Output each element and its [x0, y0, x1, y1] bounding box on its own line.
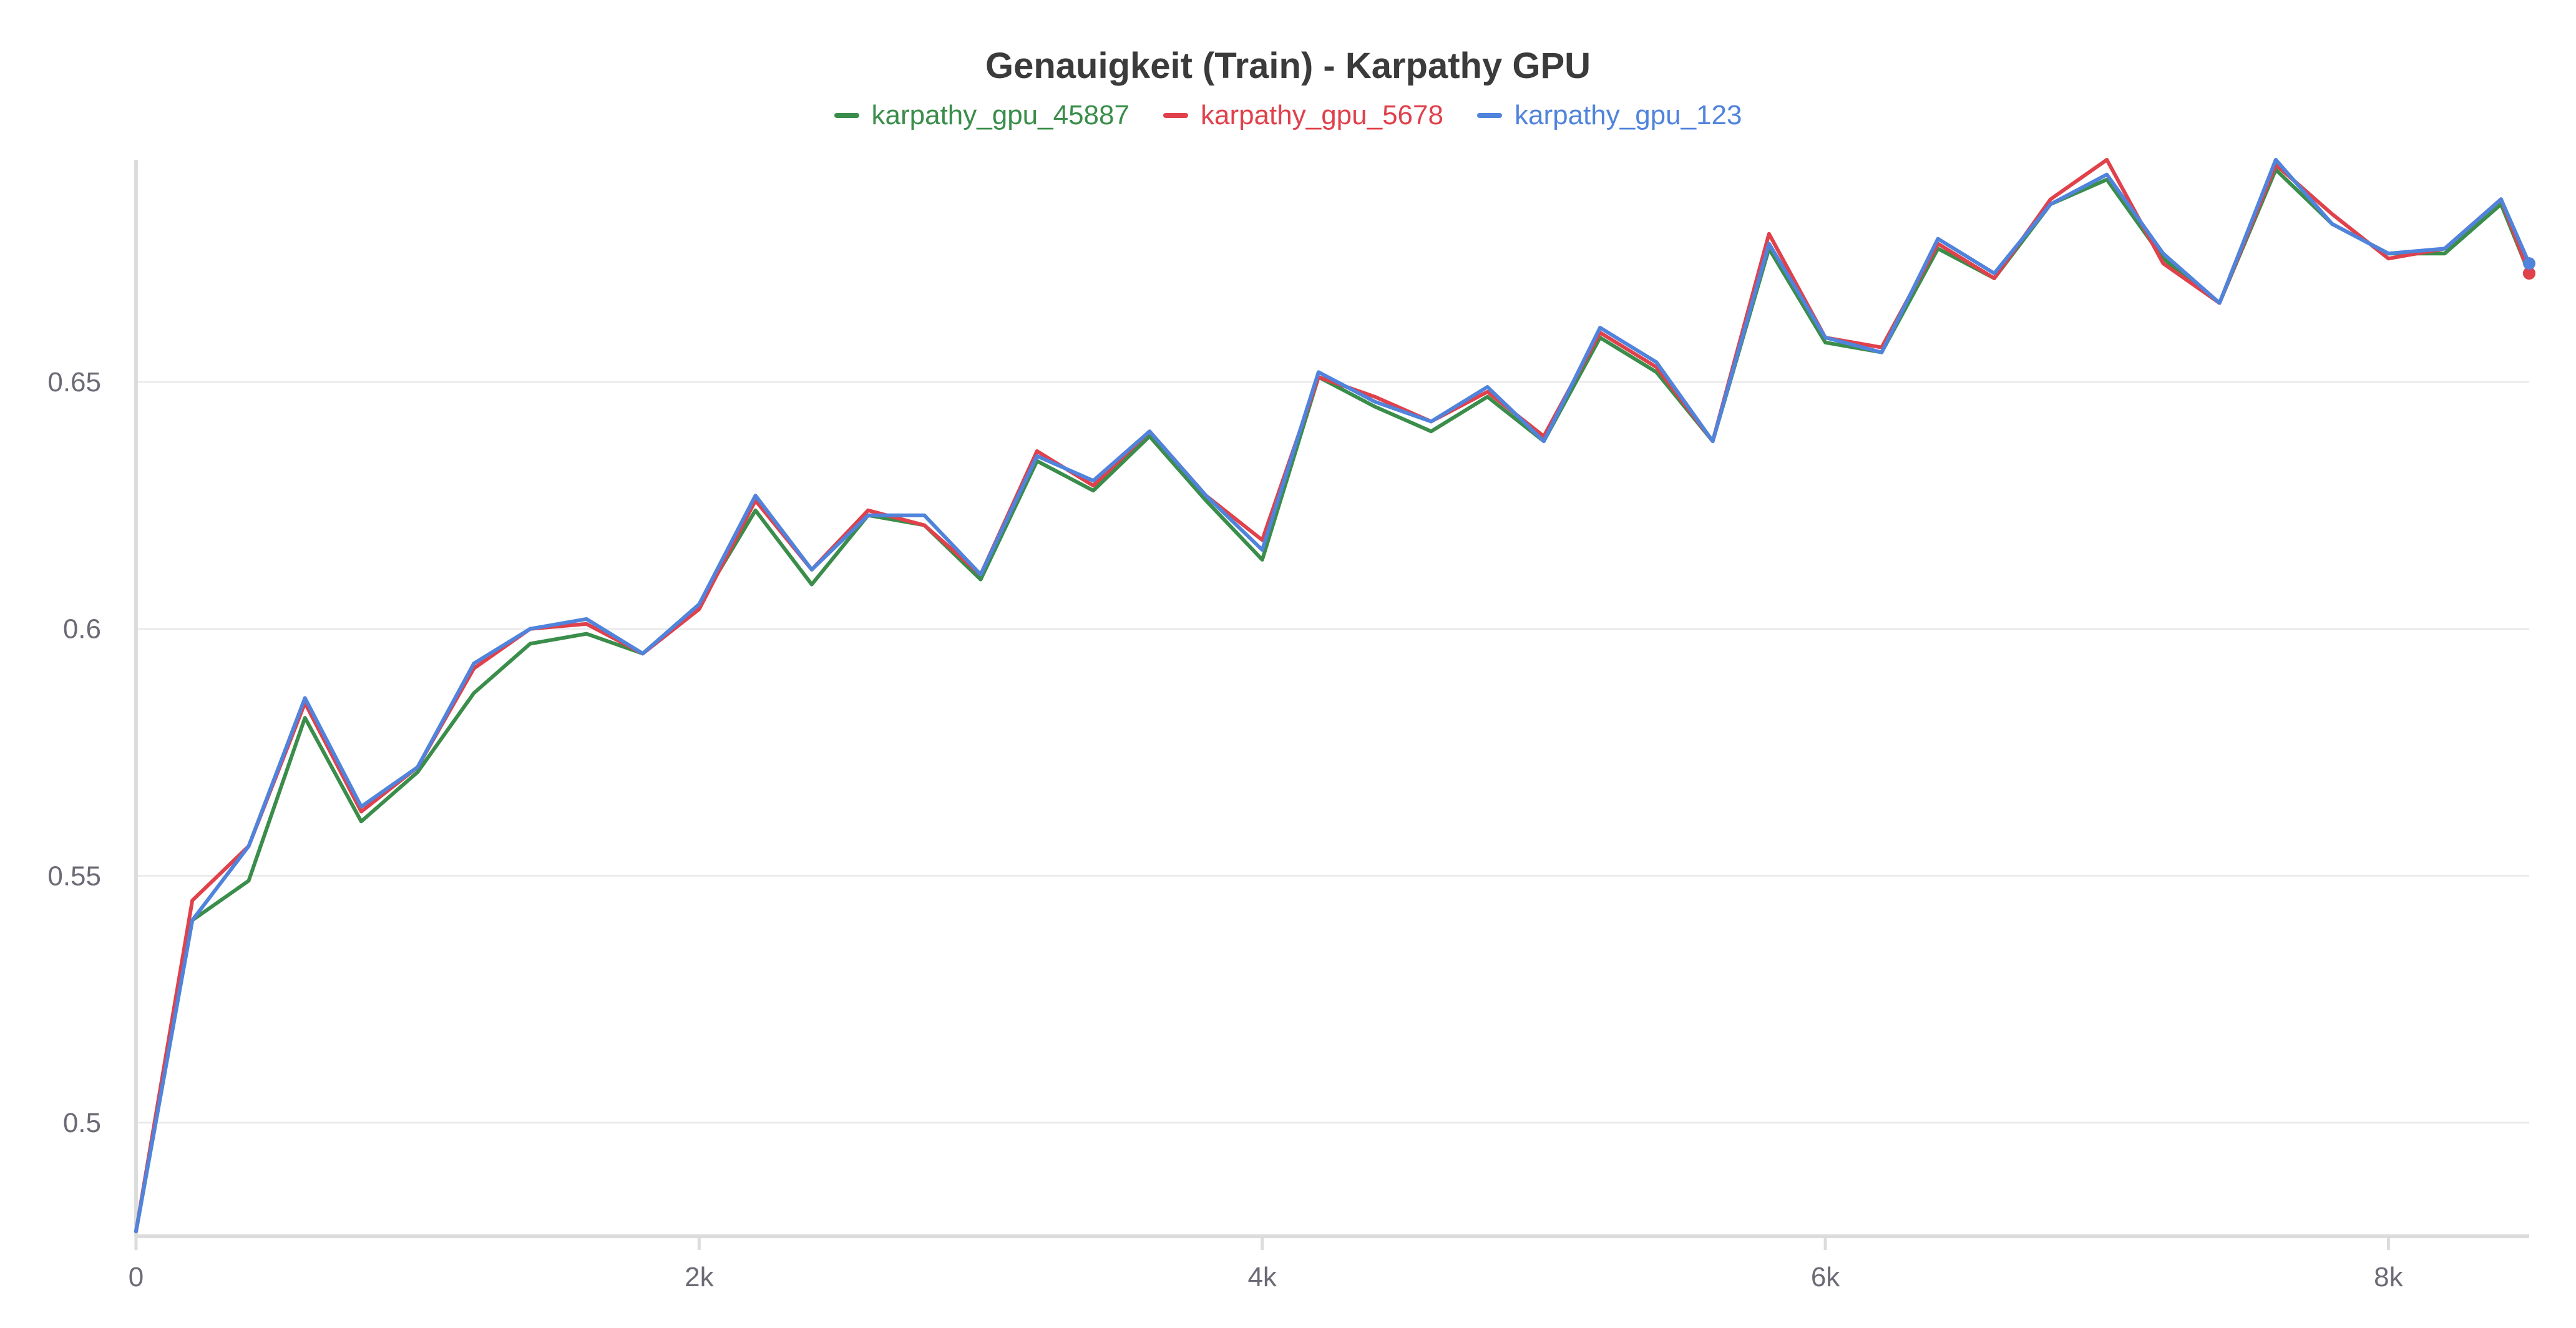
x-tick-label: 6k — [1811, 1262, 1840, 1292]
y-tick-label: 0.5 — [63, 1108, 101, 1138]
chart-title: Genauigkeit (Train) - Karpathy GPU — [985, 46, 1591, 86]
series-line-0 — [134, 167, 2531, 1234]
axis-layer: 0.5 0.55 0.6 0.65 0 2k 4k 6k 8k — [47, 160, 2529, 1292]
x-tick-label: 4k — [1247, 1262, 1277, 1292]
legend-item-2[interactable]: karpathy_gpu_123 — [1476, 100, 1742, 131]
series-end-point-1 — [2523, 266, 2535, 280]
x-tick-label: 0 — [129, 1262, 144, 1292]
grid-layer — [136, 381, 2529, 1124]
legend-swatch-0 — [834, 113, 859, 118]
legend-item-1[interactable]: karpathy_gpu_5678 — [1163, 100, 1443, 131]
x-tick-label: 2k — [685, 1262, 714, 1292]
series-layer — [134, 158, 2535, 1234]
series-line-1 — [134, 158, 2531, 1234]
legend-item-0[interactable]: karpathy_gpu_45887 — [834, 100, 1129, 131]
legend: karpathy_gpu_45887 karpathy_gpu_5678 kar… — [0, 100, 2576, 131]
y-tick-label: 0.55 — [47, 861, 101, 891]
legend-label-2: karpathy_gpu_123 — [1514, 100, 1742, 130]
y-tick-label: 0.65 — [47, 367, 101, 398]
x-tick-label: 8k — [2374, 1262, 2403, 1292]
legend-swatch-1 — [1163, 113, 1188, 118]
legend-label-0: karpathy_gpu_45887 — [871, 100, 1129, 130]
legend-swatch-2 — [1476, 113, 1502, 118]
series-end-point-2 — [2523, 257, 2535, 270]
legend-label-1: karpathy_gpu_5678 — [1200, 100, 1443, 130]
y-tick-label: 0.6 — [63, 614, 101, 645]
series-line-2 — [134, 158, 2531, 1234]
